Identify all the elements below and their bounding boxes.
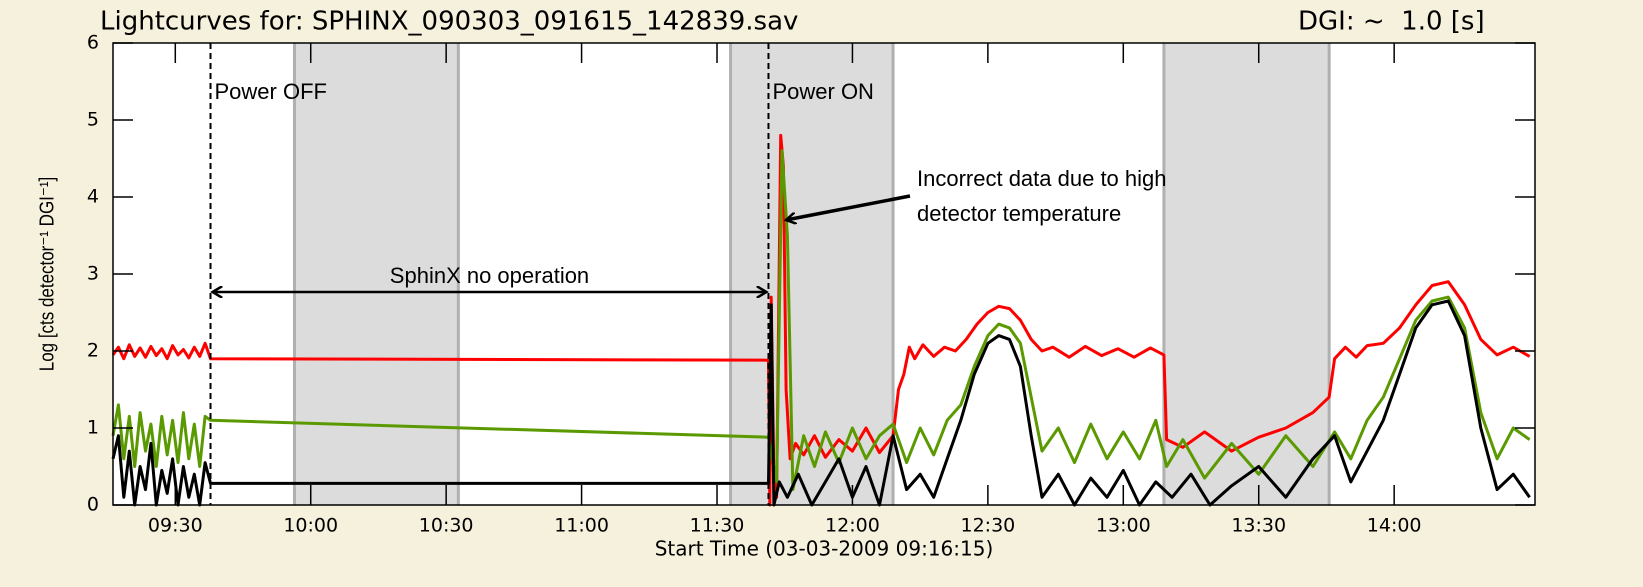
annotation: detector temperature (917, 201, 1121, 226)
x-tick-label: 09:30 (148, 515, 203, 537)
x-tick-label: 12:30 (960, 515, 1015, 537)
pointer-arrow (786, 194, 911, 220)
y-tick-label: 0 (87, 494, 99, 516)
x-tick-label: 13:30 (1231, 515, 1286, 537)
chart-subtitle: DGI: ~ 1.0 [s] (1298, 7, 1485, 37)
y-tick-label: 4 (87, 186, 99, 208)
y-axis-label: Log [cts detector⁻¹ DGI⁻¹] (35, 177, 58, 371)
y-tick-label: 5 (87, 109, 99, 131)
series-line (111, 149, 1531, 492)
y-tick-label: 1 (87, 417, 99, 439)
y-tick-label: 3 (87, 263, 99, 285)
y-tick-label: 6 (87, 32, 99, 54)
annotation: Power OFF (215, 79, 327, 104)
x-tick-label: 13:00 (1096, 515, 1151, 537)
x-tick-label: 11:30 (690, 515, 745, 537)
series-line (111, 133, 1531, 507)
x-axis-label: Start Time (03-03-2009 09:16:15) (655, 537, 994, 561)
x-tick-label: 10:30 (419, 515, 474, 537)
x-tick-label: 12:00 (825, 515, 880, 537)
x-tick-label: 10:00 (283, 515, 338, 537)
series-line (111, 299, 1531, 507)
annotation: Power ON (772, 79, 873, 104)
x-tick-label: 11:00 (554, 515, 609, 537)
annotation: Incorrect data due to high (917, 166, 1167, 191)
y-tick-label: 2 (87, 340, 99, 362)
shaded-interval (1163, 43, 1330, 505)
x-tick-label: 14:00 (1367, 515, 1422, 537)
annotation: SphinX no operation (390, 263, 589, 288)
chart-title: Lightcurves for: SPHINX_090303_091615_14… (100, 7, 798, 37)
